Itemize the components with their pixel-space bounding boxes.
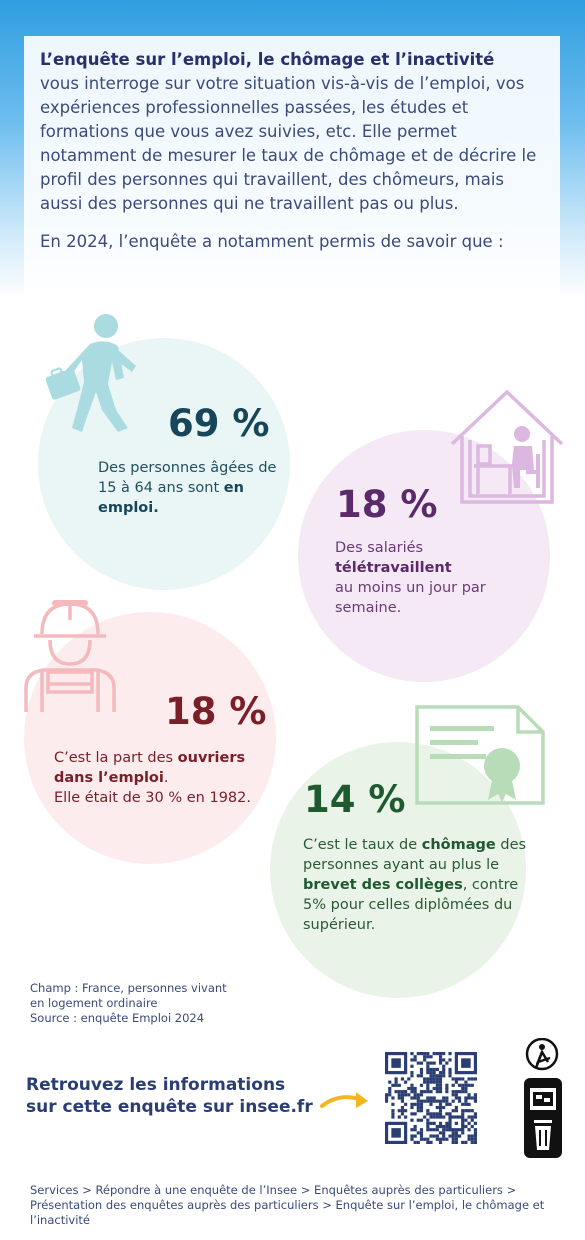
qr-code-icon[interactable] xyxy=(384,1052,478,1144)
source-line: Champ : France, personnes vivant xyxy=(30,981,227,995)
stat-desc-bold: ouvriers dans l’emploi xyxy=(54,750,246,786)
stat-value-unemployment: 14 % xyxy=(304,778,406,821)
stat-desc-text: , contre 5% pour celles diplômées du sup… xyxy=(303,877,519,933)
stat-circle-unemployment xyxy=(270,742,526,998)
stat-desc-text: C’est la part des xyxy=(54,750,178,766)
breadcrumb: Services > Répondre à une enquête de l’I… xyxy=(30,1183,545,1227)
stat-circle-employment xyxy=(38,338,290,590)
source-note: Champ : France, personnes vivant en loge… xyxy=(30,981,227,1026)
intro-title: L’enquête sur l’emploi, le chômage et l’… xyxy=(40,50,495,69)
stat-desc-bold: brevet des collèges xyxy=(303,877,463,893)
stat-desc-bold: chômage xyxy=(421,837,496,853)
recycling-logos-icon xyxy=(524,1038,562,1158)
stat-desc-bold: télétravaillent xyxy=(335,560,452,576)
source-line: en logement ordinaire xyxy=(30,996,158,1010)
stat-desc-line: au moins un jour par semaine. xyxy=(335,580,486,616)
arrow-right-icon xyxy=(320,1092,368,1108)
stat-value-workers: 18 % xyxy=(165,690,267,733)
stat-desc-line: Des salariés xyxy=(335,540,424,556)
stat-desc-text: . xyxy=(163,770,169,786)
stat-desc-text: C’est le taux de xyxy=(303,837,422,853)
stat-desc-unemployment: C’est le taux de chômage des personnes a… xyxy=(303,835,533,935)
cta-link[interactable]: Retrouvez les informations sur cette enq… xyxy=(26,1074,313,1118)
stat-desc-workers: C’est la part des ouvriers dans l’emploi… xyxy=(54,748,269,808)
stat-desc-bold: en emploi. xyxy=(98,480,244,516)
stat-circle-telework xyxy=(298,430,550,682)
stat-desc-telework: Des salariés télétravaillent au moins un… xyxy=(335,538,515,618)
cta-line: sur cette enquête sur insee.fr xyxy=(26,1097,313,1117)
stat-value-employment: 69 % xyxy=(168,402,270,445)
walking-worker-icon xyxy=(45,314,136,432)
intro-box: L’enquête sur l’emploi, le chômage et l’… xyxy=(24,36,560,298)
stat-desc-text: des personnes ayant au plus le xyxy=(303,837,527,873)
diploma-icon xyxy=(415,705,545,805)
stat-desc-line: Elle était de 30 % en 1982. xyxy=(54,790,251,806)
stat-circle-workers xyxy=(24,612,276,864)
stat-desc-text: Des personnes âgées de 15 à 64 ans sont xyxy=(98,460,277,496)
stat-value-telework: 18 % xyxy=(336,483,438,526)
hardhat-worker-icon xyxy=(24,600,116,712)
stat-desc-employment: Des personnes âgées de 15 à 64 ans sont … xyxy=(98,458,298,518)
intro-lead: En 2024, l’enquête a notamment permis de… xyxy=(40,232,504,251)
house-desk-icon xyxy=(450,389,564,504)
cta-line: Retrouvez les informations xyxy=(26,1075,286,1095)
intro-text: vous interroge sur votre situation vis-à… xyxy=(40,74,537,213)
source-line: Source : enquête Emploi 2024 xyxy=(30,1011,205,1025)
